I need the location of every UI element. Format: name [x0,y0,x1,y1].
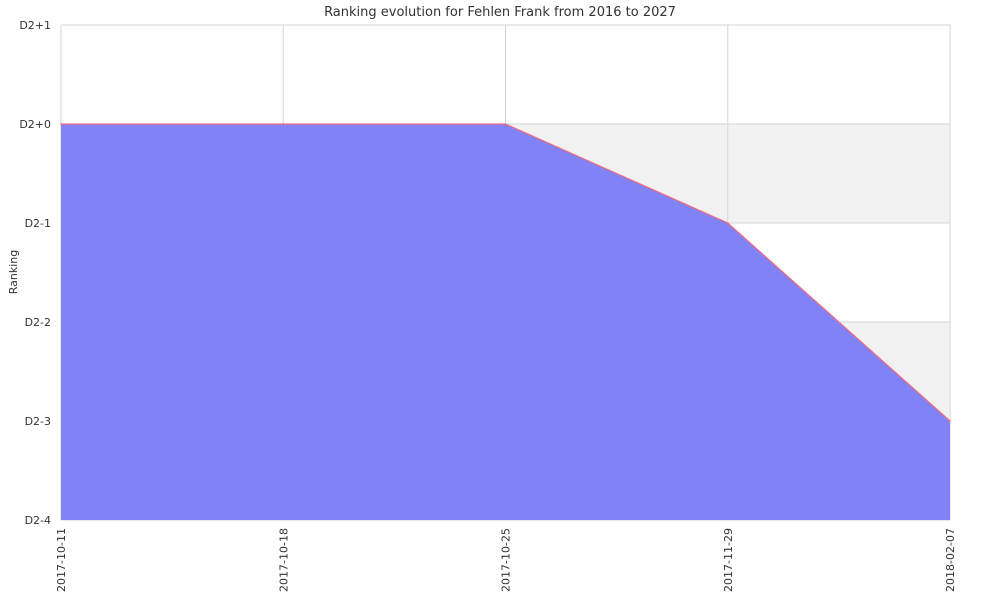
x-axis-ticks: 2017-10-11 2017-10-18 2017-10-25 2017-11-29… [55,528,957,592]
x-tick-label: 2018-02-07 [944,528,957,592]
y-tick-label: D2-4 [25,514,51,527]
y-tick-label: D2-3 [25,415,51,428]
data-point [282,123,285,125]
x-tick-label: 2017-10-11 [55,528,68,592]
data-point [504,123,507,125]
series-area [60,123,951,520]
data-point [726,222,729,224]
y-tick-label: D2+0 [19,118,51,131]
y-tick-label: D2-2 [25,316,51,329]
chart-title: Ranking evolution for Fehlen Frank from … [324,5,676,20]
x-tick-label: 2017-11-29 [722,528,735,592]
y-axis-ticks: D2-4 D2-3 D2-2 D2-1 D2+0 D2+1 [19,19,51,527]
x-tick-label: 2017-10-25 [500,528,513,592]
data-point [60,123,62,125]
data-point [949,420,951,422]
y-axis-label: Ranking [7,250,20,295]
x-tick-label: 2017-10-18 [277,528,290,592]
y-tick-label: D2+1 [19,19,51,32]
y-tick-label: D2-1 [25,217,51,230]
